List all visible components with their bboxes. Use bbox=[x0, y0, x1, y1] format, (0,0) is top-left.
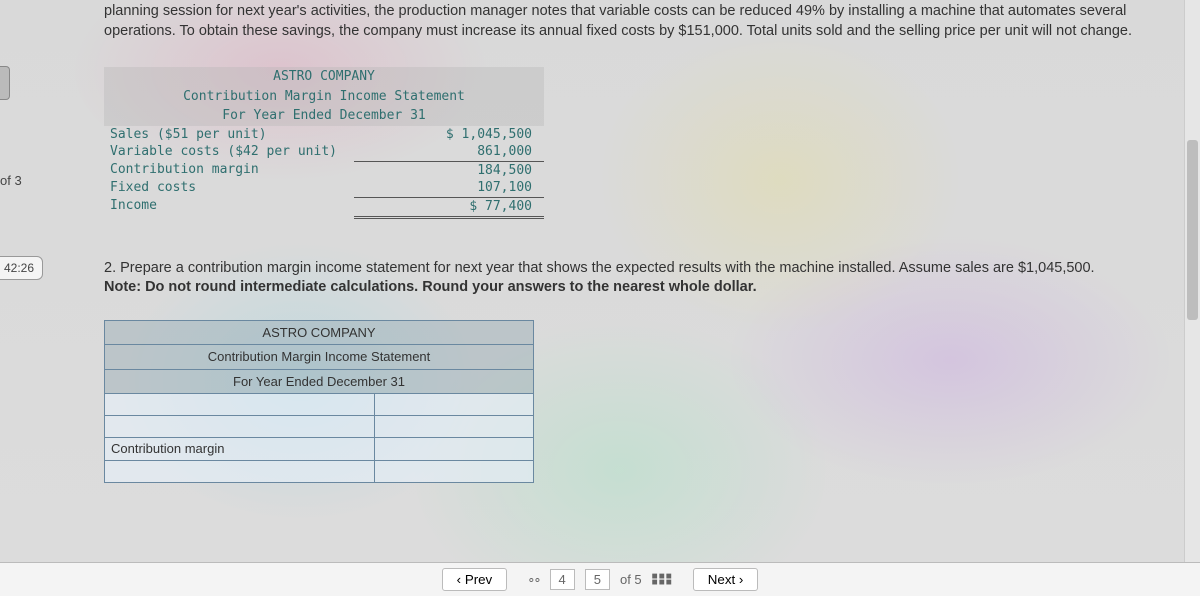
row-income-rule bbox=[104, 216, 544, 219]
q2-note: Note: Do not round intermediate calculat… bbox=[104, 279, 757, 295]
ans-row1-label[interactable] bbox=[105, 394, 375, 416]
vertical-scrollbar[interactable] bbox=[1184, 0, 1200, 562]
page-of: of 5 bbox=[620, 572, 642, 587]
row-income: Income $ 77,400 bbox=[104, 197, 544, 216]
question-2: 2. Prepare a contribution margin income … bbox=[104, 259, 1176, 298]
label-fixed: Fixed costs bbox=[104, 179, 354, 197]
given-income-statement: ASTRO COMPANY Contribution Margin Income… bbox=[104, 67, 544, 218]
prev-label: Prev bbox=[465, 572, 492, 587]
link-icon: ∘∘ bbox=[527, 572, 539, 588]
next-label: Next bbox=[708, 572, 735, 587]
ans-row2-value[interactable] bbox=[375, 416, 534, 438]
question-content: planning session for next year's activit… bbox=[104, 0, 1176, 558]
next-button[interactable]: Next › bbox=[693, 568, 759, 591]
ans-period: For Year Ended December 31 bbox=[105, 369, 534, 394]
row-varcost: Variable costs ($42 per unit) 861,000 bbox=[104, 143, 544, 161]
row-fixed: Fixed costs 107,100 bbox=[104, 179, 544, 197]
row-sales: Sales ($51 per unit) $ 1,045,500 bbox=[104, 126, 544, 144]
value-varcost: 861,000 bbox=[354, 143, 544, 161]
bottom-nav: ‹ Prev ∘∘ 4 5 of 5 ■■■■■■ Next › bbox=[0, 562, 1200, 596]
value-income: $ 77,400 bbox=[354, 197, 544, 216]
q2-lead: 2. bbox=[104, 260, 120, 276]
label-varcost: Variable costs ($42 per unit) bbox=[104, 143, 354, 161]
ans-cm-value[interactable] bbox=[375, 438, 534, 461]
row-cm: Contribution margin 184,500 bbox=[104, 161, 544, 180]
q2-body: Prepare a contribution margin income sta… bbox=[120, 260, 1094, 276]
intro-paragraph: planning session for next year's activit… bbox=[104, 2, 1176, 41]
label-sales: Sales ($51 per unit) bbox=[104, 126, 354, 144]
label-cm: Contribution margin bbox=[104, 161, 354, 180]
chevron-right-icon: › bbox=[735, 572, 743, 587]
stmt-period: For Year Ended December 31 bbox=[104, 106, 544, 126]
value-sales: $ 1,045,500 bbox=[354, 126, 544, 144]
chevron-left-icon: ‹ bbox=[457, 572, 465, 587]
grid-icon[interactable]: ■■■■■■ bbox=[652, 574, 673, 586]
ans-company: ASTRO COMPANY bbox=[105, 320, 534, 345]
stmt-company: ASTRO COMPANY bbox=[104, 67, 544, 87]
ans-row1-value[interactable] bbox=[375, 394, 534, 416]
page-a[interactable]: 4 bbox=[550, 569, 575, 590]
ans-row2-label[interactable] bbox=[105, 416, 375, 438]
ans-title: Contribution Margin Income Statement bbox=[105, 345, 534, 370]
answer-income-statement: ASTRO COMPANY Contribution Margin Income… bbox=[104, 320, 534, 483]
timer-pill: 42:26 bbox=[0, 256, 43, 280]
ans-cm-label: Contribution margin bbox=[105, 438, 375, 461]
value-fixed: 107,100 bbox=[354, 179, 544, 197]
stmt-title: Contribution Margin Income Statement bbox=[104, 87, 544, 107]
timer-value: 42:26 bbox=[4, 261, 34, 275]
ans-row4-value[interactable] bbox=[375, 460, 534, 482]
edge-text-of3: of 3 bbox=[0, 173, 22, 188]
label-income: Income bbox=[104, 197, 354, 216]
pager: ∘∘ 4 5 of 5 ■■■■■■ bbox=[527, 569, 673, 590]
ans-row4-label[interactable] bbox=[105, 460, 375, 482]
edge-tab bbox=[0, 66, 10, 100]
value-cm: 184,500 bbox=[354, 161, 544, 180]
scrollbar-thumb[interactable] bbox=[1187, 140, 1198, 320]
page-b[interactable]: 5 bbox=[585, 569, 610, 590]
prev-button[interactable]: ‹ Prev bbox=[442, 568, 508, 591]
